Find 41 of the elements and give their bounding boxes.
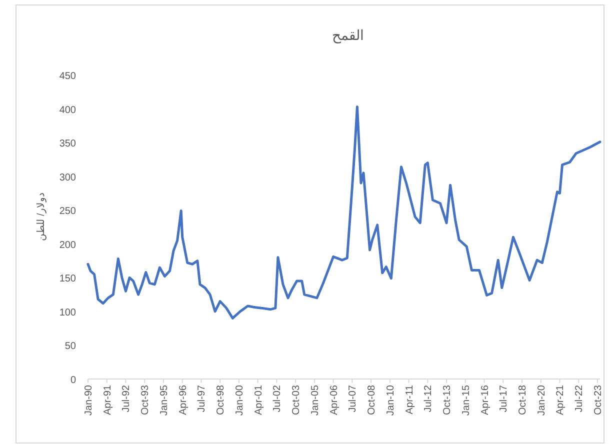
- x-tick-label: Jul-07: [348, 384, 359, 412]
- x-tick-label: Apr-06: [328, 384, 340, 416]
- x-tick-label: Apr-11: [404, 384, 416, 414]
- x-tick-label: Jul-22: [574, 384, 586, 412]
- y-tick-label: 50: [64, 341, 76, 352]
- x-tick-label: Oct-13: [442, 384, 454, 416]
- x-tick-label: Jul-97: [196, 384, 208, 412]
- y-tick-label: 100: [59, 307, 76, 318]
- x-tick-label: Apr-21: [555, 384, 566, 416]
- y-tick-label: 200: [59, 240, 76, 251]
- chart-title: القمح: [332, 27, 364, 44]
- x-tick-label: Jan-00: [234, 384, 246, 416]
- y-tick-label: 450: [59, 71, 76, 82]
- y-tick-label: 250: [59, 206, 76, 218]
- y-axis-title: دولار/ للطن: [36, 193, 47, 241]
- x-tick-label: Jul-12: [423, 384, 434, 412]
- x-tick-label: Jan-15: [460, 384, 472, 416]
- x-tick-label: Jan-20: [536, 384, 548, 416]
- x-tick-label: Oct-18: [518, 384, 529, 416]
- x-tick-label: Apr-01: [253, 384, 264, 416]
- y-tick-label: 0: [70, 375, 76, 386]
- x-tick-label: Jul-17: [498, 384, 510, 412]
- x-tick-label: Jul-92: [121, 384, 132, 412]
- x-tick-label: Apr-96: [178, 384, 189, 416]
- y-tick-label: 150: [59, 274, 76, 285]
- x-tick-label: Jul-02: [272, 384, 284, 412]
- y-tick-label: 400: [59, 104, 76, 116]
- y-tick-label: 300: [59, 172, 76, 184]
- line-series: [86, 106, 602, 320]
- x-tick-label: Jan-10: [385, 384, 396, 416]
- y-tick-label: 350: [59, 138, 76, 150]
- x-tick-label: Jan-05: [310, 384, 321, 416]
- x-tick-label: Oct-98: [216, 384, 227, 416]
- x-tick-label: Oct-23: [592, 384, 604, 416]
- x-tick-label: Oct-08: [366, 384, 378, 416]
- x-tick-label: Jan-95: [158, 384, 170, 416]
- x-tick-label: Oct-03: [291, 384, 302, 416]
- x-tick-label: Jan-90: [84, 384, 94, 416]
- x-tick-label: Oct-93: [140, 384, 152, 416]
- x-tick-label: Apr-91: [102, 384, 114, 416]
- x-tick-label: Apr-16: [480, 384, 491, 416]
